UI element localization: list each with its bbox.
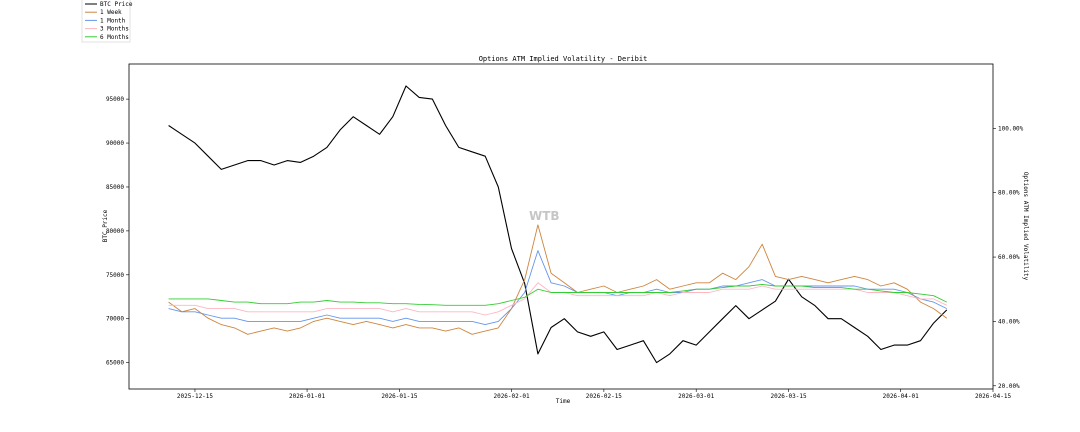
chart-title: Options ATM Implied Volatility - Deribit [479,55,648,63]
legend-label-btc-price: BTC Price [100,1,133,8]
x-tick-label: 2026-02-15 [586,393,623,400]
series-line-6-months [168,283,947,306]
x-tick-label: 2026-03-01 [678,393,715,400]
legend-label-3-months: 3 Months [100,26,129,33]
y-left-tick-label: 80000 [106,228,124,235]
legend-label-6-months: 6 Months [100,34,129,41]
x-tick-label: 2026-02-01 [493,393,530,400]
x-tick-label: 2026-03-15 [770,393,807,400]
x-tick-label: 2025-12-15 [177,393,214,400]
y-left-tick-label: 90000 [106,140,124,147]
y-axis-right-label: Options ATM Implied Volatility [1022,172,1029,281]
y-left-tick-label: 95000 [106,96,124,103]
x-tick-label: 2026-01-15 [381,393,418,400]
series-line-btc-price [168,85,948,364]
series-line-1-week [168,224,948,335]
y-axis-left-label: BTC Price [102,209,109,242]
y-axis-left: 65000 70000 75000 80000 85000 90000 95000 [106,96,129,367]
y-right-tick-label: 40.00% [998,318,1020,325]
plot-frame [128,63,994,390]
x-tick-label: 2026-04-01 [883,393,920,400]
series-layer [168,85,948,364]
y-left-tick-label: 75000 [106,272,124,279]
x-axis-label: Time [556,398,571,405]
legend-box [81,0,131,43]
y-right-tick-label: 100.00% [998,125,1024,132]
y-right-tick-label: 60.00% [998,254,1020,261]
y-left-tick-label: 65000 [106,360,124,367]
legend-label-1-week: 1 Week [100,9,122,16]
y-right-tick-label: 20.00% [998,383,1020,390]
y-axis-right: 20.00% 40.00% 60.00% 80.00% 100.00% [993,125,1024,390]
y-left-tick-label: 70000 [106,316,124,323]
series-line-1-month [168,250,947,326]
legend-label-1-month: 1 Month [100,17,126,24]
y-right-tick-label: 80.00% [998,190,1020,197]
watermark: WTB [529,209,560,223]
x-tick-label: 2026-04-15 [975,393,1012,400]
y-left-tick-label: 85000 [106,184,124,191]
x-axis: 2025-12-15 2026-01-01 2026-01-15 2026-02-01… [177,389,1012,400]
x-tick-label: 2026-01-01 [289,393,326,400]
